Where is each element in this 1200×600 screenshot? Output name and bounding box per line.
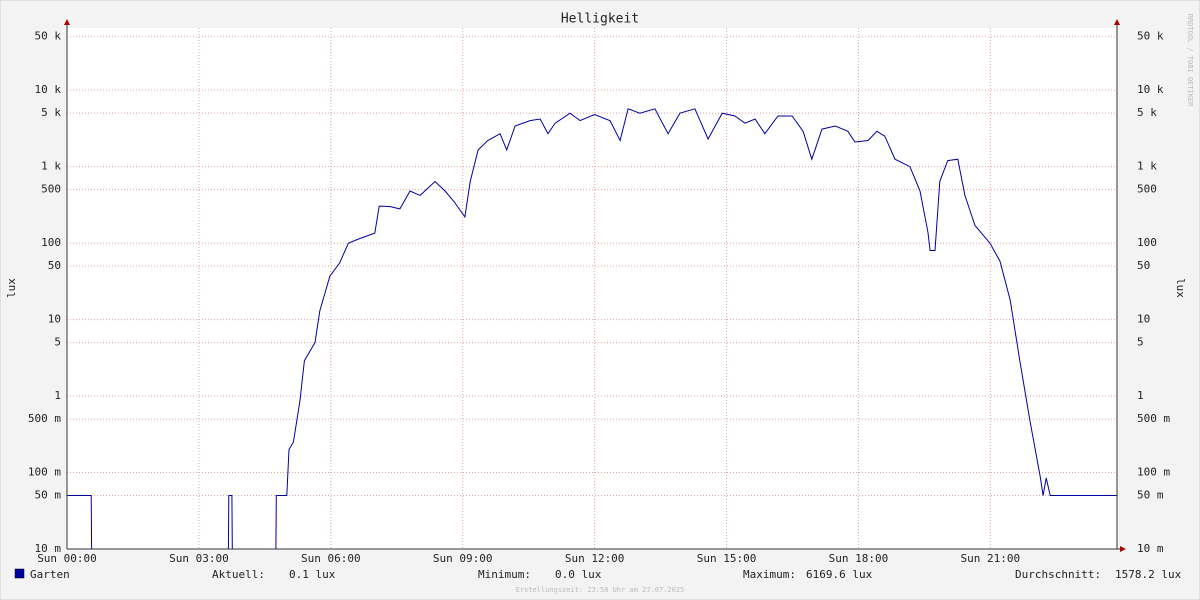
marks — [67, 108, 1117, 550]
y-tick-label: 10 — [48, 313, 61, 326]
stat-value: 0.0 lux — [555, 568, 602, 581]
y-tick-label: 50 m — [35, 489, 62, 502]
arrow — [1114, 19, 1120, 25]
y-tick-label-right: 5 k — [1137, 106, 1157, 119]
y-tick-label: 50 k — [35, 30, 62, 43]
y-tick-label: 100 m — [28, 466, 61, 479]
x-tick-label: Sun 00:00 — [37, 552, 97, 565]
stat-value: 0.1 lux — [289, 568, 336, 581]
y-tick-label-right: 50 — [1137, 259, 1150, 272]
stat-value: 6169.6 lux — [806, 568, 873, 581]
y-tick-label-right: 500 — [1137, 183, 1157, 196]
y-tick-label-right: 500 m — [1137, 412, 1170, 425]
footer: Erstellungszeit: 23:58 Uhr am 27.07.2025 — [516, 586, 685, 594]
stat-value: 1578.2 lux — [1115, 568, 1182, 581]
stat-label: Durchschnitt: — [1015, 568, 1101, 581]
x-tick-label: Sun 06:00 — [301, 552, 361, 565]
x-tick-label: Sun 21:00 — [961, 552, 1021, 565]
y-tick-label-right: 50 m — [1137, 489, 1164, 502]
stat-label: Maximum: — [743, 568, 796, 581]
y-tick-label-right: 1 k — [1137, 160, 1157, 173]
stat-label: Minimum: — [478, 568, 531, 581]
data-line — [67, 108, 1117, 550]
x-tick-label: Sun 09:00 — [433, 552, 493, 565]
x-tick-label: Sun 12:00 — [565, 552, 625, 565]
y-tick-label: 10 k — [35, 83, 62, 96]
stat-label: Aktuell: — [212, 568, 265, 581]
plot-area — [67, 28, 1117, 549]
y-tick-label-right: 1 — [1137, 389, 1144, 402]
watermark: RRDTOOL / TOBI OETIKER — [1186, 14, 1194, 108]
x-tick-label: Sun 18:00 — [829, 552, 889, 565]
y-tick-label: 1 — [54, 389, 61, 402]
legend-swatch — [14, 568, 25, 579]
y-tick-label-right: 100 m — [1137, 466, 1170, 479]
y-tick-label: 100 — [41, 236, 61, 249]
y-tick-label: 5 — [54, 336, 61, 349]
y-tick-label: 500 m — [28, 412, 61, 425]
y-tick-label: 50 — [48, 259, 61, 272]
y-tick-label: 10 m — [35, 542, 62, 555]
x-tick-label: Sun 03:00 — [169, 552, 229, 565]
y-tick-label-right: 5 — [1137, 336, 1144, 349]
chart-title: Helligkeit — [561, 12, 639, 27]
y-tick-label: 1 k — [41, 160, 61, 173]
y-tick-label: 5 k — [41, 106, 61, 119]
y-tick-label-right: 100 — [1137, 236, 1157, 249]
y-tick-label-right: 10 m — [1137, 542, 1164, 555]
arrow — [1120, 546, 1126, 552]
arrow — [64, 19, 70, 25]
y-axis-label-right: lux — [1174, 278, 1187, 298]
y-tick-label-right: 50 k — [1137, 30, 1164, 43]
y-tick-label: 500 — [41, 183, 61, 196]
y-axis-label: lux — [5, 278, 18, 298]
legend-label: Garten — [30, 568, 70, 581]
y-tick-label-right: 10 — [1137, 313, 1150, 326]
y-tick-label-right: 10 k — [1137, 83, 1164, 96]
x-tick-label: Sun 15:00 — [697, 552, 757, 565]
